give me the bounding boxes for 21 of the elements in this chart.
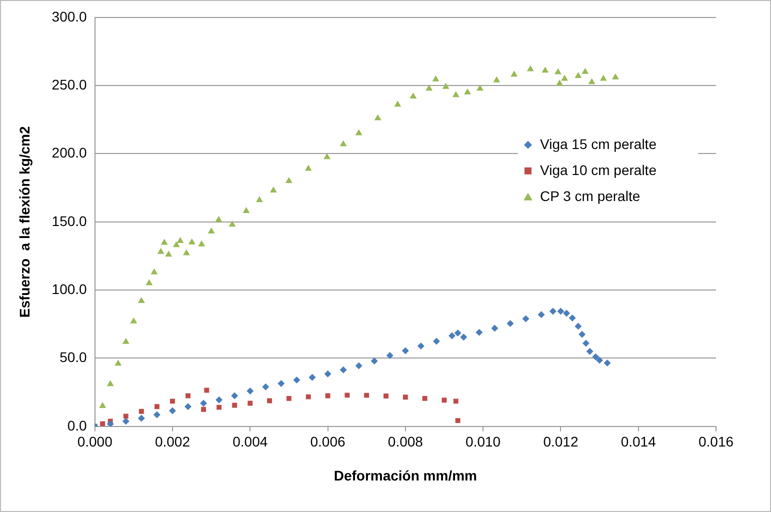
x-tick-label: 0.016 <box>698 434 734 450</box>
x-tick-label: 0.004 <box>232 434 268 450</box>
x-tick-label: 0.012 <box>543 434 578 450</box>
legend-label: CP 3 cm peralte <box>540 188 640 204</box>
y-tick-label: 150.0 <box>52 212 88 229</box>
x-tick-label: 0.000 <box>77 434 113 450</box>
y-tick-label: 100.0 <box>52 280 88 297</box>
y-tick-label: 50.0 <box>60 349 88 366</box>
y-axis-title: Esfuerzo a la flexión kg/cm2 <box>16 126 32 318</box>
y-tick-label: 200.0 <box>52 144 88 161</box>
x-axis-title: Deformación mm/mm <box>334 467 477 484</box>
x-tick-label: 0.014 <box>620 434 656 450</box>
x-tick-label: 0.006 <box>310 434 346 450</box>
x-tick-label: 0.010 <box>466 434 501 450</box>
legend-label: Viga 15 cm peralte <box>540 136 657 152</box>
legend-label: Viga 10 cm peralte <box>540 162 657 178</box>
y-tick-label: 250.0 <box>52 76 88 92</box>
x-tick-label: 0.008 <box>388 434 424 450</box>
y-tick-label: 300.0 <box>52 8 88 24</box>
y-tick-label: 0.0 <box>67 417 88 434</box>
x-tick-label: 0.002 <box>154 434 190 450</box>
